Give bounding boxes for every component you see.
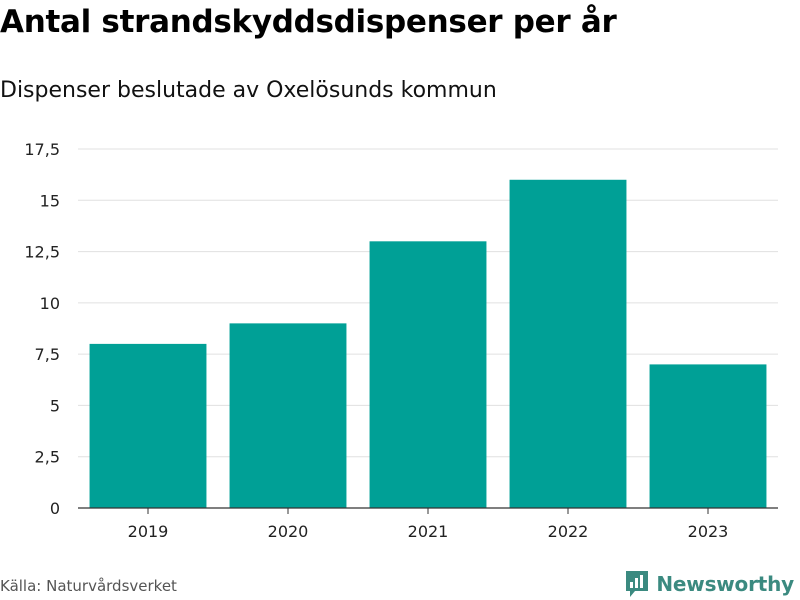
brand-name: Newsworthy (656, 572, 794, 596)
source-note: Källa: Naturvårdsverket (0, 577, 177, 595)
bar (89, 343, 207, 508)
bars (89, 179, 767, 509)
y-tick-label: 17,5 (24, 140, 60, 159)
y-tick-label: 12,5 (24, 243, 60, 262)
bar (509, 179, 627, 508)
y-tick-label: 10 (40, 294, 60, 313)
y-tick-label: 7,5 (35, 345, 60, 364)
newsworthy-logo-icon (626, 571, 649, 597)
brand-logo: Newsworthy (624, 568, 794, 600)
y-tick-label: 2,5 (35, 448, 60, 467)
y-tick-label: 5 (50, 396, 60, 415)
bar (649, 364, 767, 508)
axes: 0 2,5 5 7,5 10 12,5 15 17,5 2019 2020 2021 2022 2023 (24, 140, 778, 541)
y-tick-label: 15 (40, 191, 60, 210)
bar (369, 241, 487, 509)
x-tick-label: 2020 (268, 522, 309, 541)
x-tick-label: 2019 (128, 522, 169, 541)
x-tick-label: 2021 (408, 522, 449, 541)
chart-title: Antal strandskyddsdispenser per år (0, 4, 617, 40)
bar (229, 323, 347, 508)
chart-subtitle: Dispenser beslutade av Oxelösunds kommun (0, 78, 497, 103)
x-tick-label: 2022 (548, 522, 589, 541)
x-tick-label: 2023 (688, 522, 729, 541)
y-tick-label: 0 (50, 499, 60, 518)
